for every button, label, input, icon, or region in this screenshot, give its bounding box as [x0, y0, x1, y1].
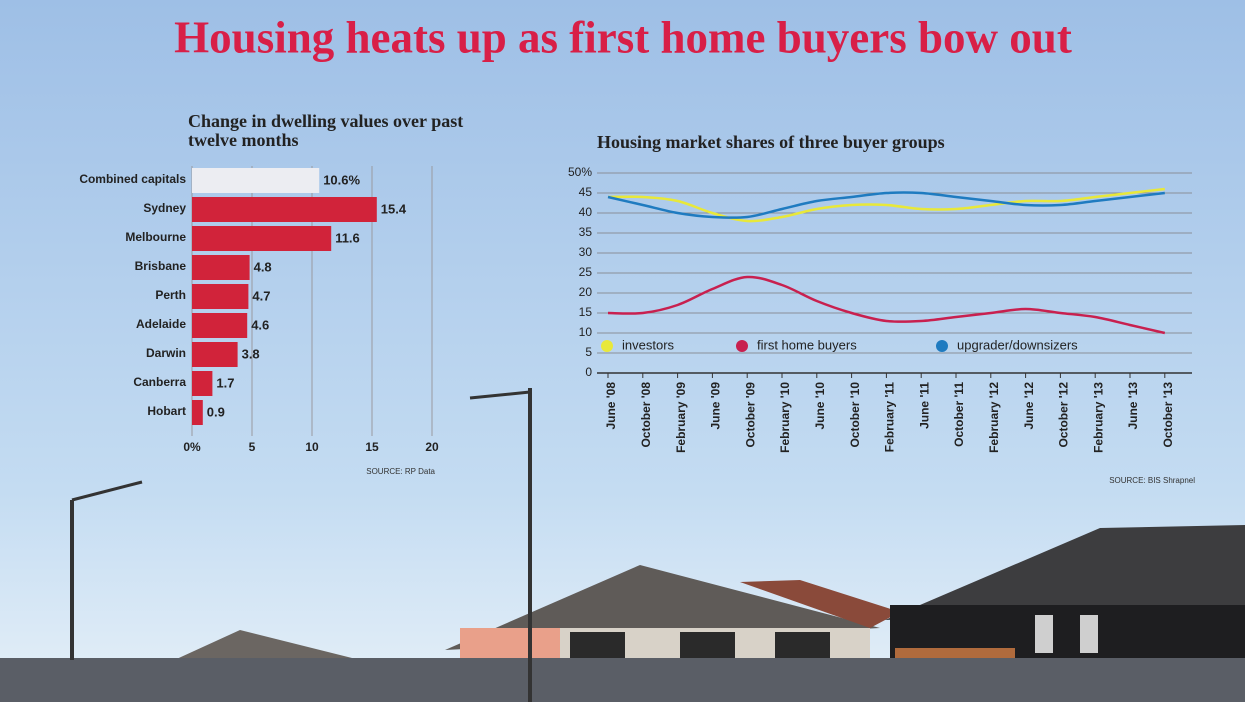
legend-swatch: [936, 340, 948, 352]
x-tick-label: June '09: [709, 382, 723, 430]
bar: [192, 226, 332, 251]
x-tick-label: 10: [305, 440, 319, 454]
bar: [192, 400, 203, 425]
value-label: 10.6%: [323, 172, 360, 187]
value-label: 4.6: [251, 317, 269, 332]
value-label: 4.7: [252, 288, 270, 303]
category-label: Combined capitals: [79, 172, 186, 186]
category-label: Sydney: [143, 201, 186, 215]
value-label: 3.8: [242, 346, 260, 361]
x-tick-label: February '13: [1091, 382, 1105, 453]
line-chart-title: Housing market shares of three buyer gro…: [597, 132, 945, 152]
bar: [192, 168, 320, 193]
y-tick-label: 30: [579, 245, 593, 259]
y-tick-label: 0: [585, 365, 592, 379]
y-tick-label: 40: [579, 205, 593, 219]
x-tick-label: October '08: [639, 382, 653, 448]
bar: [192, 371, 213, 396]
line-chart-title-box: Housing market shares of three buyer gro…: [597, 132, 945, 152]
bar-chart-title: Change in dwelling values over past twel…: [188, 112, 464, 150]
x-tick-label: 20: [425, 440, 439, 454]
x-tick-label: February '10: [778, 382, 792, 453]
source-note: SOURCE: BIS Shrapnel: [1109, 476, 1195, 485]
x-tick-label: June '13: [1126, 382, 1140, 430]
bar: [192, 284, 249, 309]
x-tick-label: October '12: [1057, 382, 1071, 448]
y-tick-label: 10: [579, 325, 593, 339]
category-label: Darwin: [146, 346, 186, 360]
legend-label: investors: [622, 337, 675, 352]
value-label: 11.6: [335, 230, 360, 245]
x-tick-label: October '09: [743, 382, 757, 448]
legend-label: upgrader/downsizers: [957, 337, 1078, 352]
bar: [192, 255, 250, 280]
bar: [192, 313, 248, 338]
y-tick-label: 15: [579, 305, 593, 319]
x-tick-label: February '11: [883, 382, 897, 453]
category-label: Hobart: [147, 404, 186, 418]
category-label: Perth: [155, 288, 186, 302]
x-tick-label: 0%: [183, 440, 201, 454]
category-label: Canberra: [133, 375, 186, 389]
source-note: SOURCE: RP Data: [366, 467, 435, 476]
series-line: [607, 191, 1165, 220]
y-tick-label: 35: [579, 225, 593, 239]
x-tick-label: October '10: [848, 382, 862, 448]
category-label: Adelaide: [136, 317, 186, 331]
value-label: 1.7: [216, 375, 234, 390]
x-tick-label: October '11: [952, 382, 966, 447]
x-tick-label: 15: [365, 440, 379, 454]
page-title: Housing heats up as first home buyers bo…: [174, 12, 1072, 62]
y-tick-label: 45: [579, 185, 593, 199]
series-line: [607, 275, 1166, 335]
bar: [192, 197, 377, 222]
bar: [192, 342, 238, 367]
legend-swatch: [736, 340, 748, 352]
value-label: 4.8: [254, 259, 272, 274]
x-tick-label: February '09: [674, 382, 688, 453]
y-tick-label: 50%: [568, 165, 592, 179]
legend-swatch: [601, 340, 613, 352]
y-tick-label: 25: [579, 265, 593, 279]
x-tick-label: June '12: [1022, 382, 1036, 430]
value-label: 15.4: [381, 201, 407, 216]
x-tick-label: June '11: [917, 382, 931, 429]
x-tick-label: February '12: [987, 382, 1001, 453]
y-tick-label: 5: [585, 345, 592, 359]
series-line: [607, 187, 1165, 223]
category-label: Brisbane: [135, 259, 187, 273]
legend-label: first home buyers: [757, 337, 857, 352]
value-label: 0.9: [207, 404, 225, 419]
x-tick-label: June '08: [604, 382, 618, 430]
x-tick-label: October '13: [1161, 382, 1175, 448]
background-photo: [0, 388, 1245, 702]
x-tick-label: 5: [249, 440, 256, 454]
x-tick-label: June '10: [813, 382, 827, 430]
y-tick-label: 20: [579, 285, 593, 299]
category-label: Melbourne: [125, 230, 186, 244]
bar-chart-title-box: Change in dwelling values over past twel…: [188, 112, 464, 150]
